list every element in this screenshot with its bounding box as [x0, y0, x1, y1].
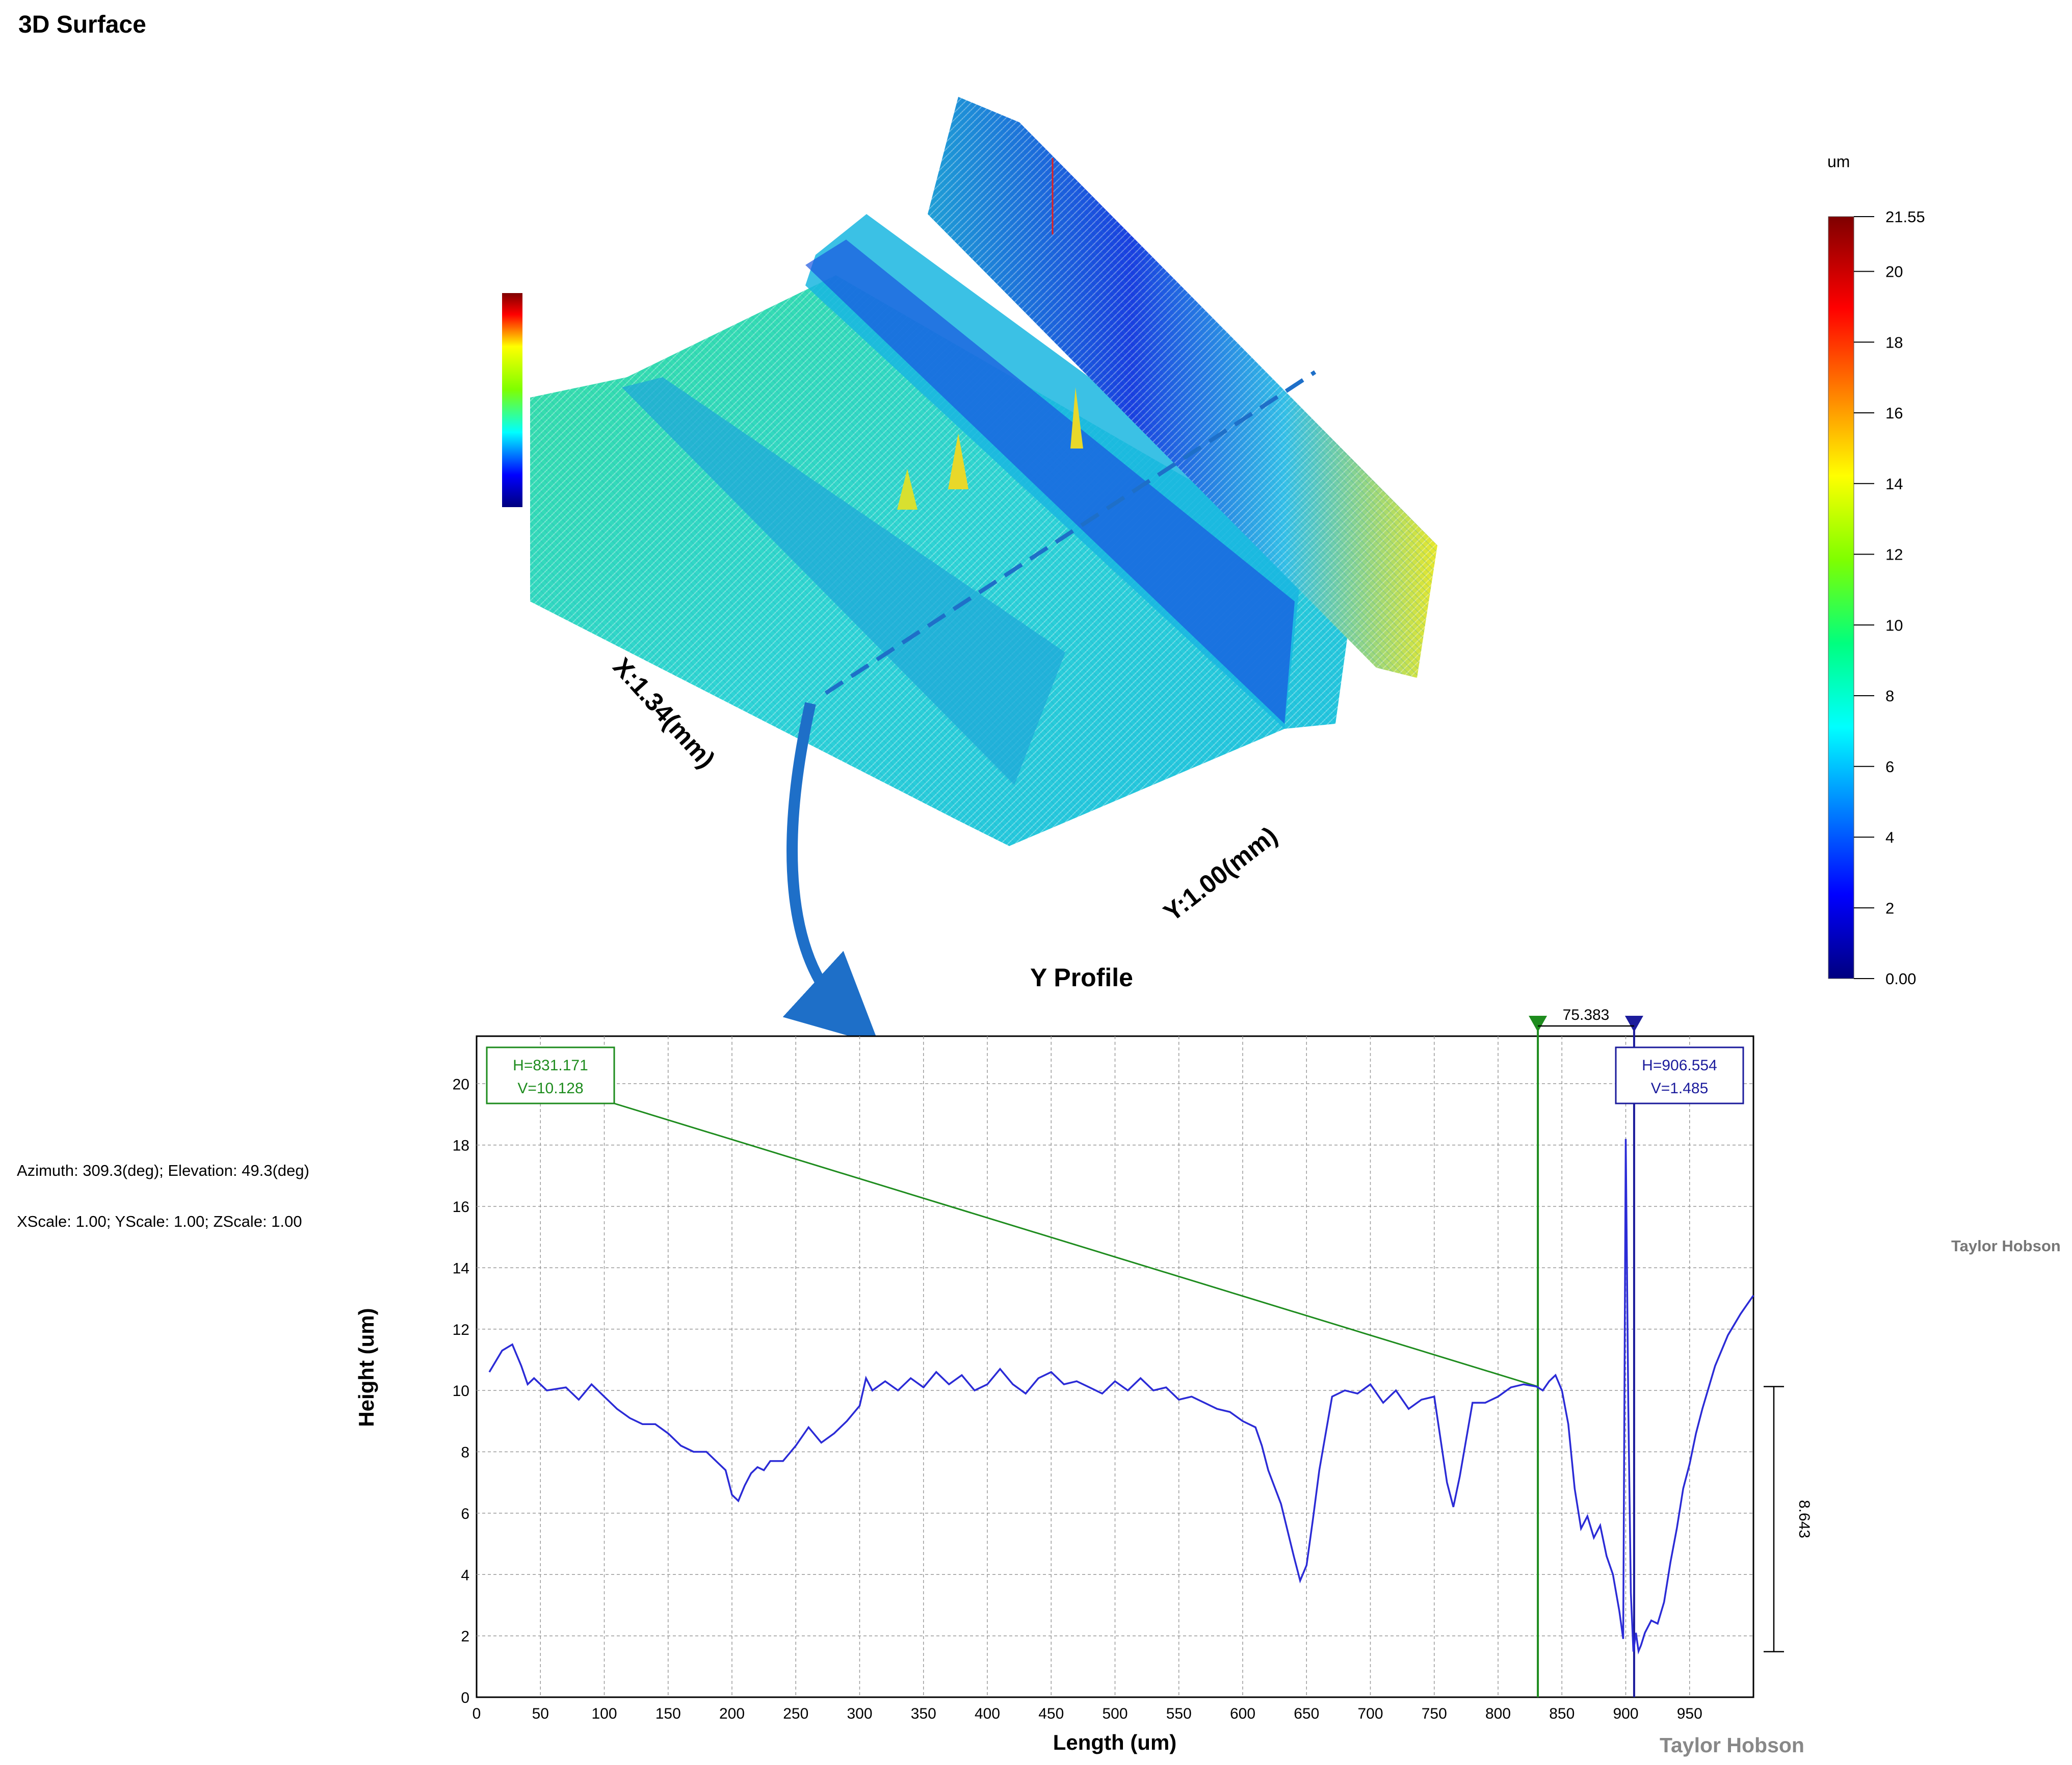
cursor-readout-h: H=906.554	[1642, 1057, 1717, 1074]
cursor-readout-v: V=1.485	[1651, 1080, 1709, 1097]
colorbar-tick-label: 8	[1885, 687, 1894, 705]
surface-mini-colorbar	[502, 293, 522, 507]
view-angles: Azimuth: 309.3(deg); Elevation: 49.3(deg…	[17, 1162, 309, 1179]
x-tick-label: 950	[1677, 1705, 1702, 1722]
colorbar: um 0.00 2 4 6 8 10 12 14 16 18 20 21.55	[1827, 152, 1925, 988]
section-arrow	[782, 702, 879, 1045]
cursor-readout-box	[1615, 1046, 1744, 1104]
colorbar-tick-label: 21.55	[1885, 208, 1925, 226]
watermark-right: Taylor Hobson	[1951, 1237, 2061, 1255]
y-tick-label: 8	[461, 1444, 469, 1461]
cursor-readout-h: H=831.171	[513, 1057, 588, 1074]
x-tick-label: 350	[911, 1705, 936, 1722]
measure-h-label: 75.383	[1563, 1007, 1610, 1023]
y-tick-label: 18	[453, 1138, 469, 1154]
y-tick-label: 6	[461, 1506, 469, 1522]
y-tick-label: 16	[453, 1199, 469, 1216]
x-tick-label: 250	[783, 1705, 808, 1722]
surface-groove-deep	[805, 240, 1295, 724]
measure-v-label: 8.643	[1796, 1500, 1813, 1538]
y-tick-label: 4	[461, 1567, 469, 1584]
cursor-leader-line	[614, 1102, 1538, 1387]
x-tick-labels: 0 50 100 150 200 250 300 350 400 450 500 550 600 650 7…	[473, 1705, 1702, 1722]
y-tick-label: 12	[453, 1322, 469, 1338]
x-axis-label: Length (um)	[1053, 1730, 1177, 1754]
x-tick-label: 700	[1357, 1705, 1383, 1722]
profile-chart: Y Profile 0 50 100 150 200 250 300 350 400 450 500…	[354, 963, 1813, 1757]
surface-3d-view: X:1.34(mm) Y:1.00(mm)	[502, 97, 1437, 1045]
cursor-readout-v: V=10.128	[517, 1080, 583, 1097]
x-tick-label: 650	[1294, 1705, 1319, 1722]
surface-ridge-texture	[928, 97, 1437, 678]
x-tick-label: 50	[532, 1705, 549, 1722]
colorbar-tick-label: 20	[1885, 263, 1903, 281]
x-tick-label: 150	[655, 1705, 681, 1722]
x-tick-label: 100	[591, 1705, 617, 1722]
cursor-layer: H=831.171 V=10.128 H=906.554 V=1.485 75.383 8…	[486, 1007, 1813, 1697]
x-tick-label: 900	[1613, 1705, 1638, 1722]
x-tick-label: 0	[473, 1705, 481, 1722]
chart-title: Y Profile	[1030, 963, 1133, 992]
view-scales: XScale: 1.00; YScale: 1.00; ZScale: 1.00	[17, 1213, 302, 1230]
colorbar-tick-label: 18	[1885, 333, 1903, 351]
x-tick-label: 600	[1230, 1705, 1255, 1722]
x-tick-label: 300	[847, 1705, 872, 1722]
colorbar-tick-label: 14	[1885, 475, 1903, 493]
colorbar-tick-label: 6	[1885, 758, 1894, 776]
cursor-handle[interactable]	[1624, 1016, 1643, 1032]
colorbar-ticks: 0.00 2 4 6 8 10 12 14 16 18 20 21.55	[1854, 208, 1925, 988]
cursor-readout-box	[486, 1046, 615, 1104]
x-tick-label: 750	[1422, 1705, 1447, 1722]
cursor-handle[interactable]	[1529, 1016, 1548, 1032]
surface-spike	[1070, 387, 1083, 449]
profile-series-line	[488, 1139, 1754, 1655]
y-axis-label: Height (um)	[354, 1308, 378, 1427]
y-tick-labels: 0 2 4 6 8 10 12 14 16 18 20	[453, 1076, 469, 1706]
surface-spike	[948, 433, 968, 489]
colorbar-tick-label: 12	[1885, 546, 1903, 564]
x-tick-label: 500	[1102, 1705, 1127, 1722]
x-tick-label: 450	[1038, 1705, 1064, 1722]
section-line	[824, 370, 1317, 695]
y-tick-label: 20	[453, 1076, 469, 1093]
y-tick-label: 14	[453, 1260, 469, 1277]
watermark-bottom: Taylor Hobson	[1660, 1733, 1804, 1757]
surface-plateau-texture	[530, 275, 1356, 846]
surface-front-groove	[622, 377, 1065, 785]
page-title: 3D Surface	[18, 11, 146, 38]
x-tick-label: 550	[1166, 1705, 1192, 1722]
x-tick-label: 200	[719, 1705, 745, 1722]
colorbar-tick-label: 16	[1885, 404, 1903, 422]
x-tick-label: 400	[975, 1705, 1000, 1722]
colorbar-tick-label: 2	[1885, 899, 1894, 917]
x-tick-label: 800	[1485, 1705, 1511, 1722]
colorbar-unit: um	[1827, 152, 1850, 171]
colorbar-tick-label: 0.00	[1885, 970, 1916, 988]
colorbar-tick-label: 4	[1885, 829, 1894, 847]
y-tick-label: 0	[461, 1690, 469, 1706]
y-tick-label: 10	[453, 1383, 469, 1400]
surface-spike	[897, 469, 917, 510]
y-tick-label: 2	[461, 1628, 469, 1645]
plot-grid	[477, 1036, 1753, 1697]
x-tick-label: 850	[1549, 1705, 1575, 1722]
surface-y-label: Y:1.00(mm)	[1158, 821, 1282, 927]
colorbar-tick-label: 10	[1885, 616, 1903, 634]
colorbar-scale	[1828, 216, 1854, 979]
